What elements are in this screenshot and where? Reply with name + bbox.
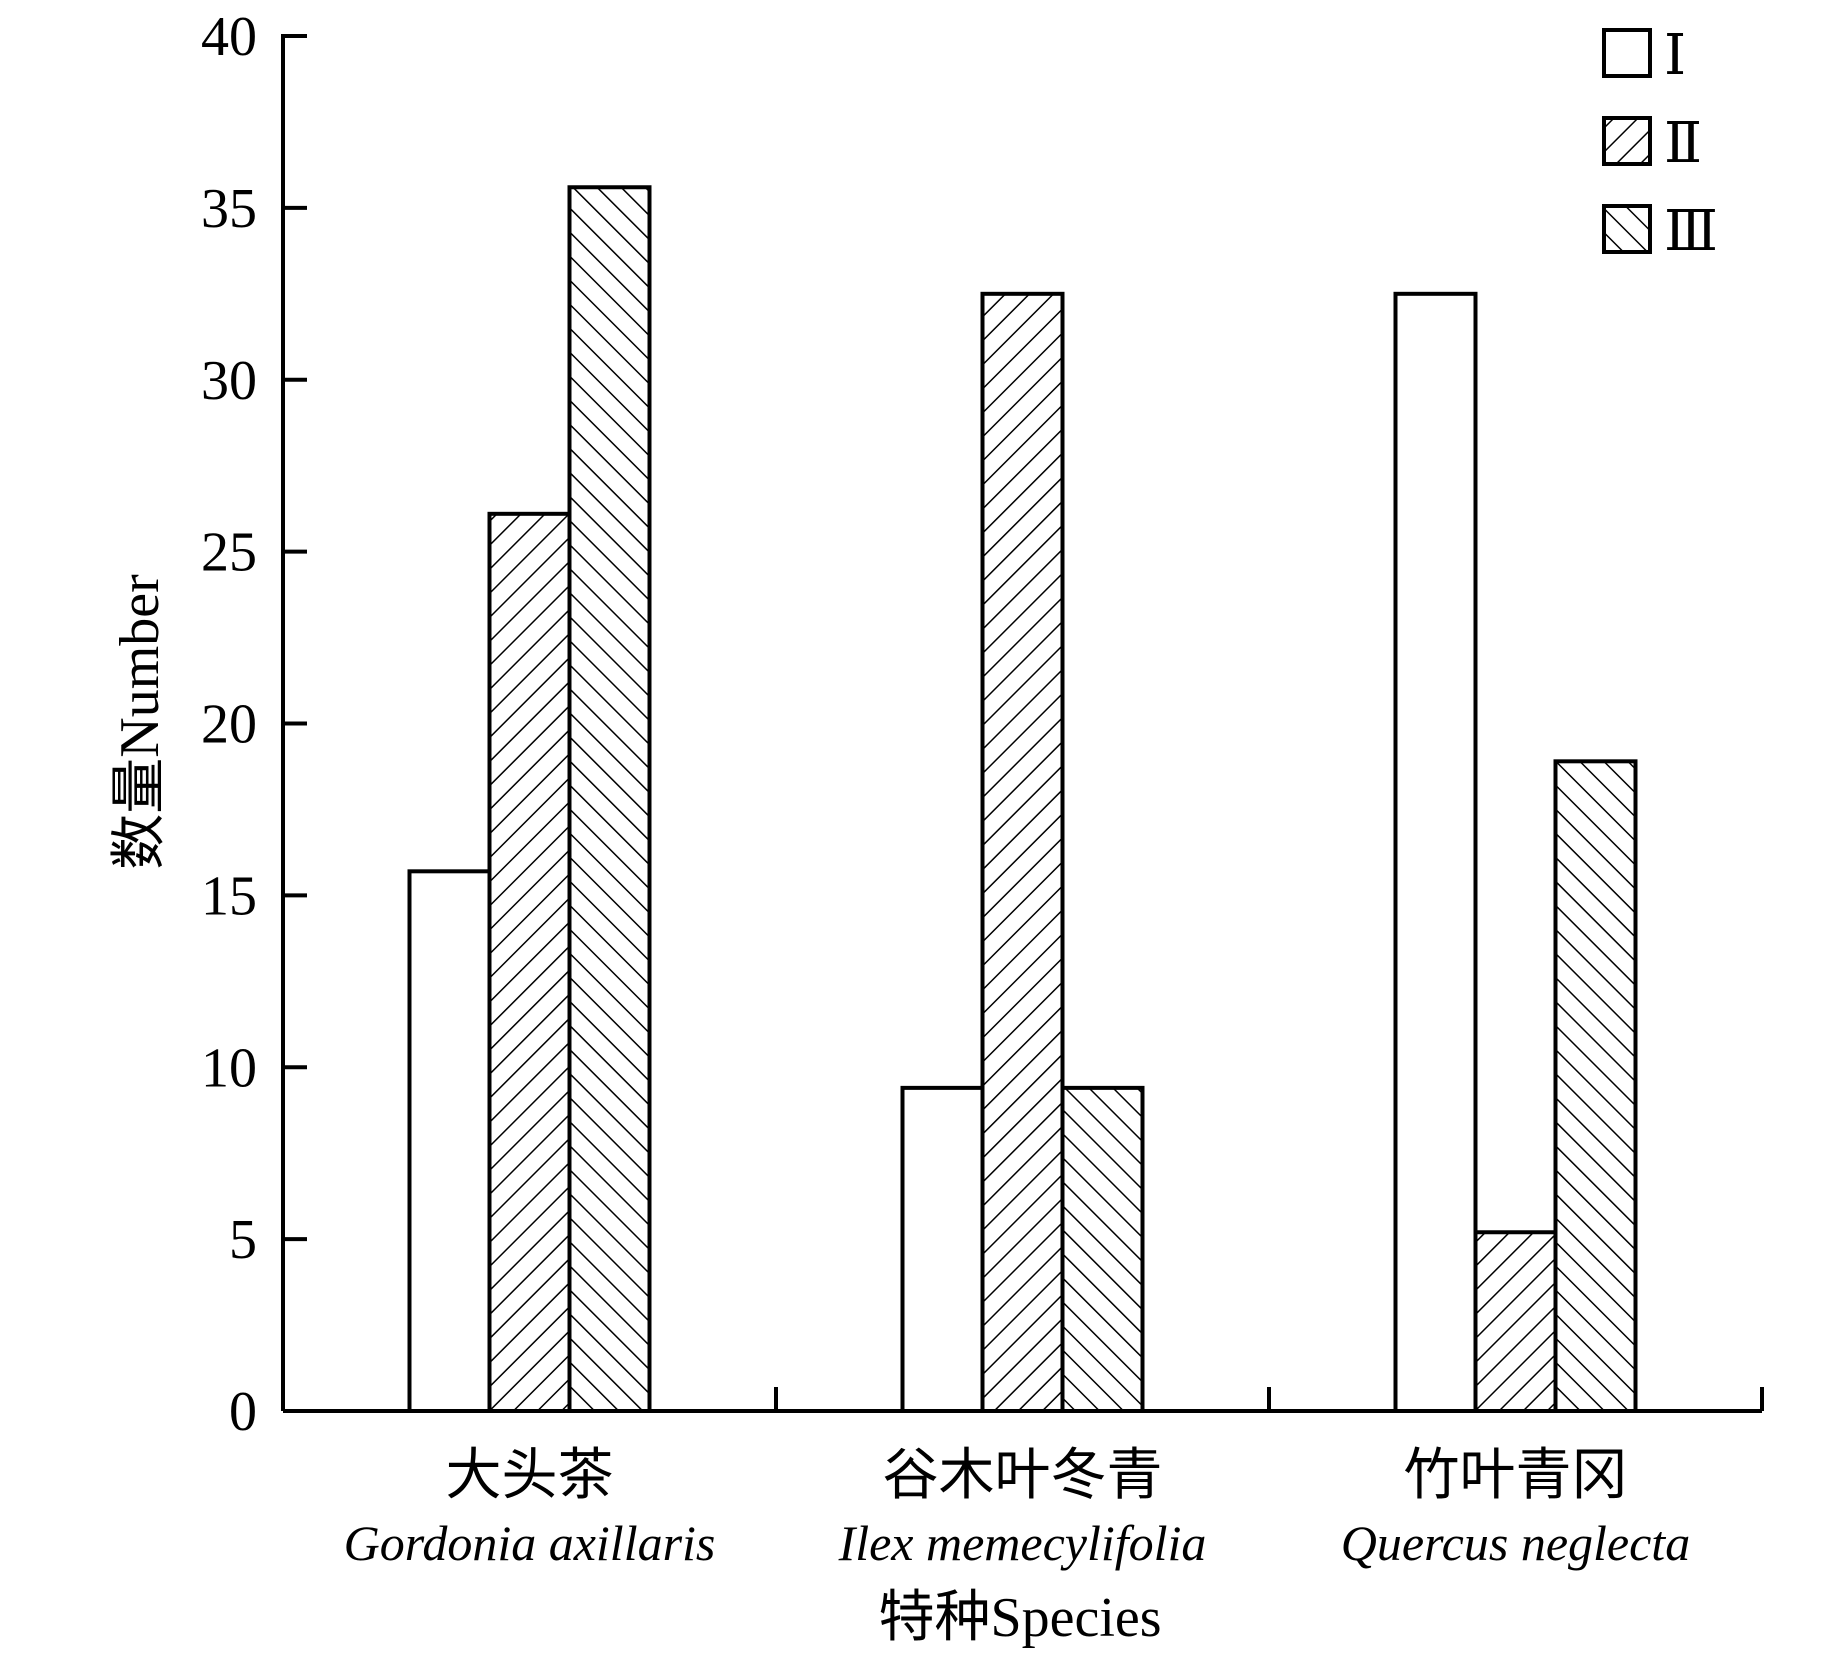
y-axis-title: 数量Number (109, 574, 171, 870)
bar-3-cat-3 (1553, 759, 1638, 1413)
bars-group (407, 185, 1638, 1413)
x-axis-title: 特种Species (878, 1587, 1161, 1649)
bar-1-cat-3 (1393, 291, 1478, 1413)
legend-label-1: Ⅰ (1664, 25, 1686, 87)
bar-2-cat-1 (487, 511, 572, 1413)
bar-2-cat-2 (980, 291, 1065, 1413)
bar-2-cat-3 (1473, 1230, 1558, 1413)
category-label-latin: Quercus neglecta (1341, 1515, 1690, 1571)
y-tick-label: 20 (201, 694, 257, 756)
y-tick-label: 5 (229, 1209, 257, 1271)
bar-3-cat-2 (1060, 1085, 1145, 1413)
x-labels-group: 大头茶 Gordonia axillaris 谷木叶冬青 Ilex memecylif… (344, 1445, 1691, 1571)
category-label-cn: 大头茶 (446, 1445, 614, 1507)
category-label-latin: Ilex memecylifolia (838, 1515, 1207, 1571)
y-tick-label: 10 (201, 1037, 257, 1099)
y-tick-label: 15 (201, 865, 257, 927)
bar-1-cat-2 (900, 1085, 985, 1413)
legend-label-2: Ⅱ (1664, 113, 1702, 175)
category-label-latin: Gordonia axillaris (344, 1515, 716, 1571)
bar-3-cat-1 (567, 185, 652, 1413)
y-ticks-group: 0 5 10 15 20 25 30 35 40 (201, 6, 307, 1443)
y-tick-label: 25 (201, 522, 257, 584)
legend-swatch-2 (1602, 116, 1652, 166)
y-tick-label: 30 (201, 350, 257, 412)
legend-swatch-1 (1602, 28, 1652, 78)
legend-label-3: Ⅲ (1664, 201, 1718, 263)
legend-swatch-3 (1602, 204, 1652, 254)
category-label-cn: 竹叶青冈 (1404, 1445, 1628, 1507)
bar-1-cat-1 (407, 869, 492, 1413)
legend: Ⅰ Ⅱ Ⅲ (1602, 25, 1718, 263)
y-tick-label: 0 (229, 1381, 257, 1443)
y-tick-label: 35 (201, 178, 257, 240)
category-label-cn: 谷木叶冬青 (883, 1445, 1163, 1507)
y-tick-label: 40 (201, 6, 257, 68)
